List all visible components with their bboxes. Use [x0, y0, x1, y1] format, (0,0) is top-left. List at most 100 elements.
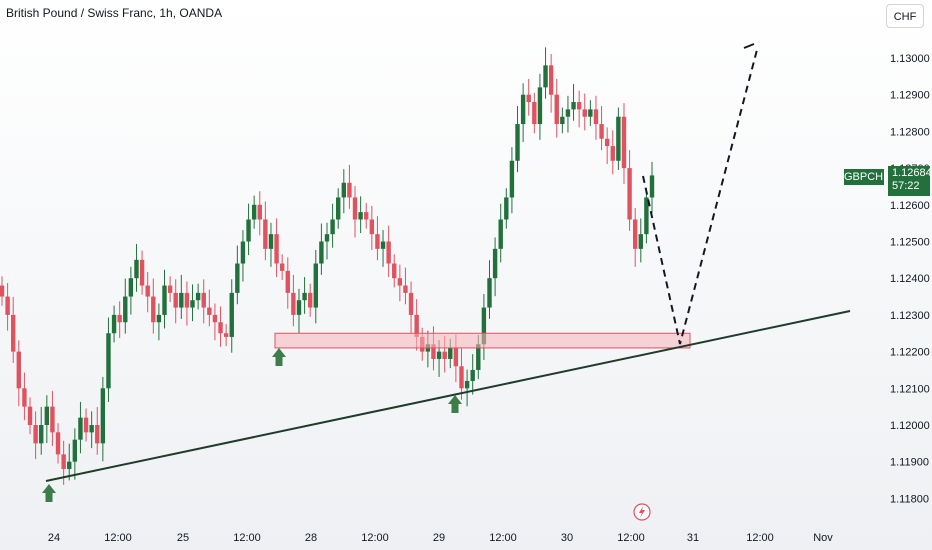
candle-body	[352, 197, 358, 220]
candle-body	[554, 94, 559, 125]
candle-body	[481, 307, 487, 345]
candle-body	[240, 241, 246, 264]
candle-body	[263, 219, 268, 249]
last-price-tag: GBPCHF 1.12684 57:22	[844, 166, 932, 196]
candle-body	[95, 425, 100, 444]
candle-body	[341, 182, 347, 198]
y-tick-label: 1.11800	[890, 493, 929, 505]
x-tick-label: Nov	[813, 532, 833, 544]
candle-body	[593, 109, 599, 125]
candle-body	[67, 461, 72, 470]
candle-body	[16, 351, 22, 389]
y-tick-label: 1.11900	[890, 457, 929, 469]
support-zone	[274, 332, 691, 349]
arrow-up-icon	[272, 348, 286, 366]
candle-body	[291, 292, 296, 315]
candle-body	[610, 146, 615, 161]
candle-body	[139, 259, 145, 286]
candle-body	[599, 124, 604, 139]
price-tag-symbol: GBPCHF	[844, 169, 890, 185]
candle-body	[257, 204, 262, 220]
x-tick-label: 12:00	[233, 532, 261, 544]
candle-body	[632, 219, 638, 249]
candle-body	[162, 285, 167, 315]
candle-body	[55, 432, 61, 455]
arrow-up-icon	[42, 484, 56, 502]
candle-body	[431, 344, 436, 359]
candle-body	[369, 219, 375, 235]
candle-body	[588, 109, 593, 117]
currency-button[interactable]: CHF	[886, 4, 924, 28]
projection-tip	[743, 43, 755, 49]
candle-body	[571, 102, 576, 110]
y-tick-label: 1.12600	[890, 200, 930, 212]
candle-body	[565, 109, 571, 117]
candle-body	[560, 116, 565, 125]
candle-body	[504, 197, 509, 220]
candle-body	[543, 65, 548, 88]
candle-body	[33, 425, 38, 444]
candle-body	[307, 292, 313, 308]
candle-body	[375, 234, 380, 249]
candle-body	[235, 263, 240, 293]
candle-body	[151, 296, 156, 323]
candle-body	[134, 259, 139, 279]
candle-body	[492, 248, 498, 279]
candle-body	[145, 285, 150, 297]
x-tick-label: 24	[48, 532, 60, 544]
candle-body	[195, 292, 201, 301]
candle-body	[487, 278, 492, 308]
candle-body	[364, 212, 369, 220]
candle-body	[616, 116, 621, 161]
candle-body	[548, 65, 554, 95]
candle-body	[464, 380, 470, 389]
price-tag-price: 1.12684	[892, 167, 932, 179]
candle-body	[156, 314, 162, 323]
candle-body	[392, 263, 397, 279]
candle-body	[448, 347, 453, 359]
candle-body	[207, 307, 212, 315]
candle-body	[498, 219, 503, 249]
candle-body	[22, 388, 27, 407]
candle-body	[167, 285, 173, 293]
candle-body	[621, 116, 627, 169]
candle-body	[358, 212, 363, 220]
y-tick-label: 1.12300	[890, 310, 930, 322]
candle-body	[50, 406, 55, 433]
drawing-overlays	[42, 43, 851, 521]
candle-body	[128, 278, 134, 297]
candle-body	[347, 182, 352, 198]
candle-body	[201, 292, 206, 308]
candle-body	[274, 234, 279, 264]
candle-body	[218, 322, 223, 334]
candle-body	[509, 160, 515, 198]
y-tick-label: 1.12400	[890, 273, 930, 285]
candle-body	[453, 347, 459, 367]
x-tick-label: 12:00	[361, 532, 389, 544]
candle-body	[313, 263, 318, 308]
candle-body	[526, 94, 531, 103]
candle-body	[459, 366, 464, 389]
candle-body	[251, 204, 257, 220]
candle-body	[111, 314, 117, 334]
candle-body	[380, 241, 386, 249]
candle-body	[397, 278, 403, 286]
y-tick-label: 1.12800	[890, 126, 930, 138]
y-tick-label: 1.12500	[890, 237, 930, 249]
x-tick-label: 29	[433, 532, 445, 544]
candle-body	[582, 109, 587, 117]
trendline	[45, 310, 851, 482]
candle-body	[117, 314, 122, 323]
candle-body	[89, 425, 94, 433]
candle-body	[27, 406, 33, 425]
candle-body	[184, 292, 190, 308]
candle-body	[106, 333, 111, 389]
projection-path	[642, 45, 759, 345]
candle-body	[179, 292, 184, 308]
price-tag-countdown: 57:22	[892, 180, 920, 192]
candle-body	[319, 241, 324, 264]
x-tick-label: 31	[687, 532, 699, 544]
candle-body	[39, 425, 44, 444]
candle-body	[644, 197, 649, 235]
